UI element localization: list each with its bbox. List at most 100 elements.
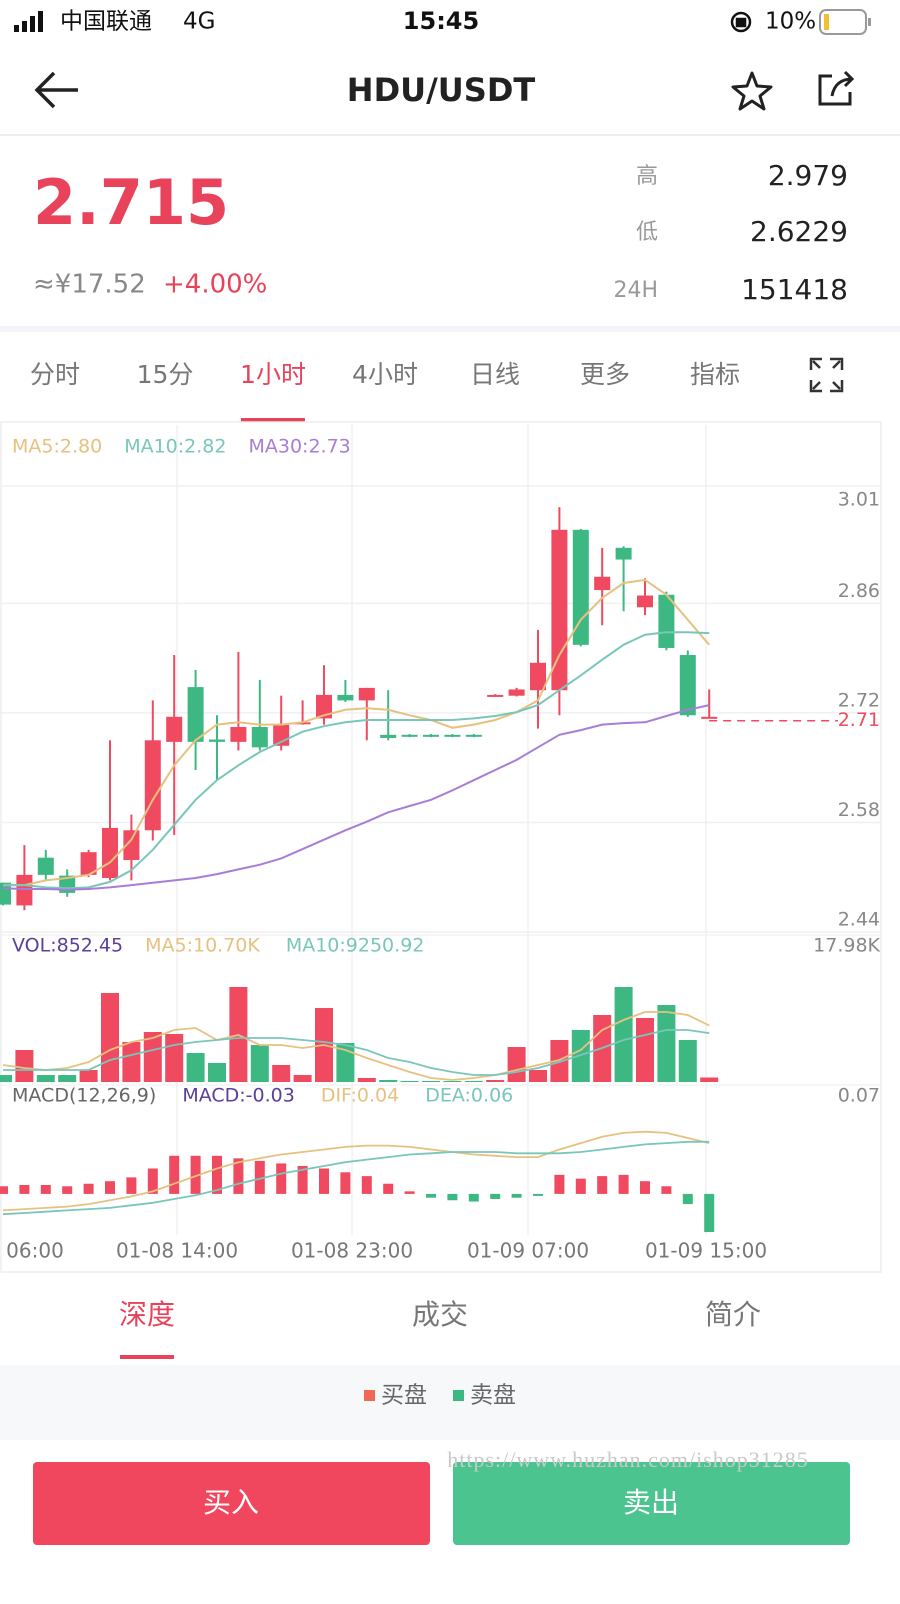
volume-bar xyxy=(486,1079,505,1082)
volume-bar xyxy=(122,1042,141,1082)
candle-body xyxy=(16,874,33,906)
volume-tick-label: 17.98K xyxy=(813,935,880,957)
network: 4G xyxy=(183,9,215,35)
volume-bar xyxy=(700,1077,719,1082)
candle-body xyxy=(444,734,461,737)
volume-bar xyxy=(464,1080,483,1082)
candle-body xyxy=(144,740,161,831)
macd-bar xyxy=(447,1193,458,1201)
active-tab-indicator xyxy=(241,418,305,422)
ma-legend: MA5:2.80 xyxy=(12,436,102,458)
volume-bar xyxy=(636,1018,654,1082)
volume-bar xyxy=(165,1034,184,1082)
volume-ma-legend: MA5:10.70K xyxy=(145,935,260,957)
interval-tabs: 分时 15分 1小时 4小时 日线 更多 指标 xyxy=(30,360,740,422)
back-button[interactable] xyxy=(34,71,78,109)
macd-bar xyxy=(147,1168,158,1194)
macd-bar xyxy=(404,1191,415,1194)
interval-tab[interactable]: 分时 xyxy=(30,360,80,389)
volume-bar xyxy=(614,987,633,1082)
volume-bar xyxy=(678,1039,697,1082)
candle-body xyxy=(209,739,225,742)
last-price-label: 2.71 xyxy=(838,709,880,731)
macd-bar xyxy=(661,1186,672,1194)
volume-bar xyxy=(443,1080,462,1082)
chart-frame xyxy=(0,421,882,1273)
candle-body xyxy=(679,655,696,716)
macd-bar xyxy=(640,1181,650,1194)
interval-tab[interactable]: 4小时 xyxy=(352,360,418,389)
signal-icon xyxy=(14,11,43,32)
volume-bar xyxy=(250,1045,269,1082)
stat-label: 高 xyxy=(636,164,658,189)
volume-bar xyxy=(101,993,119,1082)
interval-tab[interactable]: 指标 xyxy=(690,360,740,389)
volume-ma-legend: MA10:9250.92 xyxy=(286,935,425,957)
candle-body xyxy=(316,694,332,719)
macd-line-legend: DIF:0.04 xyxy=(321,1085,399,1107)
detail-tab[interactable]: 成交 xyxy=(412,1298,468,1331)
macd-bar xyxy=(254,1160,265,1194)
carrier: 中国联通 xyxy=(60,9,152,35)
candle-body xyxy=(401,734,418,737)
candle-body xyxy=(358,687,375,701)
candle-body xyxy=(80,852,97,875)
interval-tab[interactable]: 15分 xyxy=(137,360,194,389)
sell-button[interactable] xyxy=(453,1462,850,1545)
candle-body xyxy=(701,716,718,719)
macd-bar xyxy=(83,1183,94,1194)
candle-body xyxy=(102,827,118,879)
y-tick-label: 2.72 xyxy=(838,689,880,711)
candle-body xyxy=(123,830,140,861)
y-tick-label: 2.86 xyxy=(838,580,880,602)
macd-bar xyxy=(233,1158,244,1194)
macd-bar xyxy=(468,1193,479,1202)
detail-tab[interactable]: 深度 xyxy=(119,1298,175,1331)
sell-legend: 卖盘 xyxy=(470,1383,516,1409)
candle-body xyxy=(337,694,354,701)
detail-tab[interactable]: 简介 xyxy=(705,1298,761,1331)
volume-ma-line xyxy=(3,1029,710,1076)
interval-tab[interactable]: 日线 xyxy=(470,360,520,389)
change-percent: +4.00% xyxy=(163,270,267,300)
macd-value-legend: MACD:-0.03 xyxy=(182,1085,295,1107)
macd-bar xyxy=(618,1174,629,1194)
candle-body xyxy=(0,882,11,905)
lock-icon xyxy=(730,11,752,33)
macd-bar xyxy=(533,1193,543,1196)
buy-legend-swatch xyxy=(364,1390,375,1401)
interval-tab[interactable]: 更多 xyxy=(580,360,630,389)
fullscreen-button[interactable] xyxy=(809,357,844,393)
macd-bar xyxy=(426,1193,436,1198)
macd-bar xyxy=(682,1193,693,1205)
favorite-button[interactable] xyxy=(731,71,773,111)
y-tick-label: 3.01 xyxy=(838,489,880,511)
ma-line xyxy=(2,704,710,891)
buy-button[interactable] xyxy=(33,1462,430,1545)
interval-tab[interactable]: 1小时 xyxy=(240,360,306,389)
macd-bar xyxy=(297,1165,308,1194)
macd-bar xyxy=(511,1193,522,1198)
macd-bar xyxy=(40,1185,51,1194)
active-tab-indicator xyxy=(120,1355,174,1359)
volume-bar xyxy=(272,1064,291,1082)
share-button[interactable] xyxy=(818,70,855,106)
battery-icon xyxy=(819,9,871,35)
volume-bar xyxy=(58,1075,77,1082)
macd-bar xyxy=(704,1193,715,1232)
stat-label: 低 xyxy=(636,220,658,245)
volume-bar xyxy=(15,1049,34,1082)
candle-body xyxy=(251,726,268,748)
macd-bar xyxy=(597,1176,608,1194)
stat-value: 2.6229 xyxy=(750,215,848,248)
candle-body xyxy=(658,594,675,648)
candle-body xyxy=(637,595,653,608)
ma-legend: MA10:2.82 xyxy=(124,436,226,458)
sell-legend-swatch xyxy=(453,1390,464,1401)
macd-bar xyxy=(0,1186,8,1194)
volume-bar xyxy=(36,1075,55,1082)
volume-bar xyxy=(529,1070,547,1082)
y-tick-label: 2.58 xyxy=(838,799,880,821)
battery-text: 10% xyxy=(765,9,816,35)
macd-bar xyxy=(490,1193,501,1199)
